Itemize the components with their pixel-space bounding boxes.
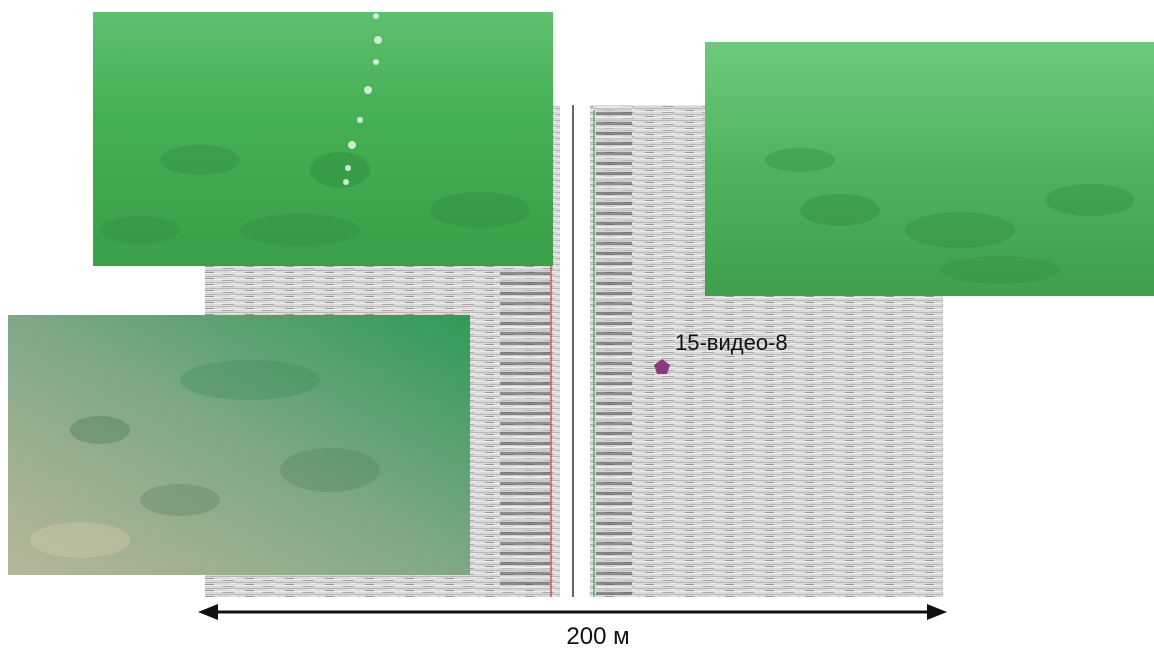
station-label: 15-видео-8 <box>675 330 788 355</box>
scale-label: 200 м <box>566 623 629 648</box>
sonar-banding <box>596 105 632 595</box>
photo-bottom-left <box>8 315 470 575</box>
scale-bar: 200 м <box>198 604 947 648</box>
sonar-banding <box>500 270 550 590</box>
photo-top-right <box>705 42 1154 296</box>
photo-top-left <box>93 12 553 266</box>
page: 15-видео-8 200 м (() => { const data = J… <box>0 0 1154 648</box>
figure: 15-видео-8 200 м <box>0 0 1154 648</box>
